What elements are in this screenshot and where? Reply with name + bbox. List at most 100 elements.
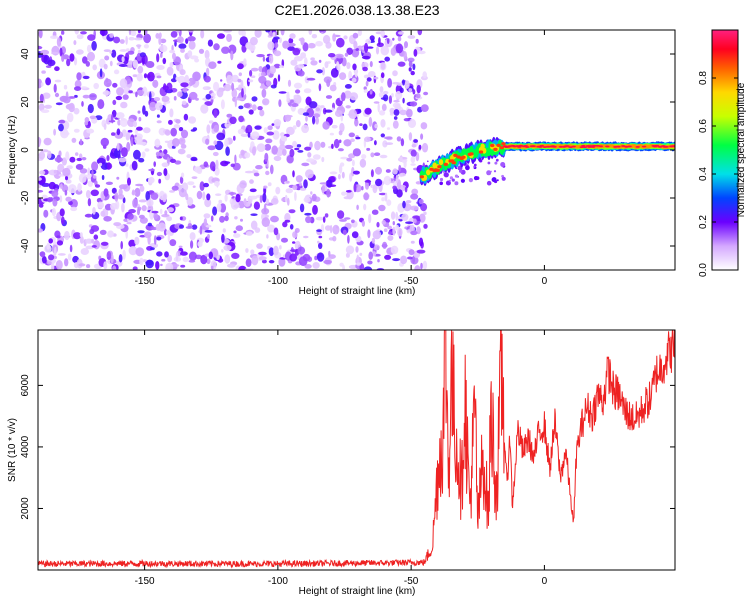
noise-blob	[233, 204, 240, 209]
noise-blob	[341, 57, 347, 67]
noise-blob	[412, 215, 420, 219]
noise-blob	[365, 181, 369, 190]
noise-blob	[382, 241, 388, 249]
noise-blob	[179, 176, 184, 184]
noise-blob	[218, 199, 223, 204]
noise-blob	[408, 60, 413, 68]
noise-blob	[405, 221, 414, 224]
noise-blob	[137, 230, 145, 234]
noise-blob	[244, 170, 254, 174]
noise-blob	[361, 220, 365, 227]
noise-blob	[297, 246, 306, 255]
signal-blob	[461, 155, 466, 159]
noise-blob	[383, 175, 392, 186]
noise-blob	[159, 152, 165, 157]
noise-blob	[109, 33, 114, 38]
noise-blob	[111, 187, 117, 194]
noise-blob	[262, 98, 270, 106]
noise-blob	[341, 191, 347, 196]
signal-blob	[429, 167, 434, 171]
noise-blob	[41, 256, 47, 264]
snr-xlabel: Height of straight line (km)	[299, 586, 416, 597]
noise-blob	[319, 182, 329, 185]
noise-blob	[156, 251, 163, 257]
noise-blob	[155, 261, 160, 270]
noise-blob	[282, 148, 287, 156]
noise-blob	[258, 251, 267, 256]
noise-blob	[205, 67, 210, 77]
noise-blob	[149, 101, 157, 112]
noise-blob	[147, 71, 155, 82]
noise-blob	[67, 253, 72, 261]
noise-blob	[367, 229, 371, 239]
noise-blob	[395, 224, 399, 231]
signal-blob	[478, 150, 484, 154]
x-tick-label: -50	[404, 276, 419, 287]
noise-blob	[304, 146, 312, 151]
noise-blob	[343, 35, 348, 40]
noise-blob	[287, 197, 290, 206]
noise-blob	[392, 221, 395, 226]
noise-blob	[63, 258, 69, 267]
noise-blob	[299, 203, 305, 213]
noise-blob	[120, 101, 128, 109]
noise-blob	[235, 225, 243, 232]
noise-blob	[150, 192, 159, 200]
noise-blob	[115, 95, 123, 101]
noise-blob	[85, 190, 91, 199]
noise-blob	[243, 58, 247, 65]
noise-blob	[381, 197, 385, 202]
noise-blob	[71, 137, 77, 143]
noise-blob	[135, 91, 138, 98]
noise-blob	[415, 38, 419, 44]
noise-blob	[62, 96, 71, 104]
noise-blob	[294, 147, 300, 151]
noise-blob	[134, 236, 140, 246]
noise-blob	[167, 207, 174, 213]
noise-blob	[339, 72, 347, 80]
noise-blob	[408, 249, 415, 256]
noise-blob	[151, 210, 159, 214]
noise-blob	[238, 265, 247, 270]
noise-blob	[226, 113, 233, 118]
noise-blob	[188, 251, 197, 261]
noise-blob	[208, 120, 214, 124]
noise-blob	[107, 230, 114, 238]
noise-blob	[335, 53, 344, 59]
heatmap-signal-region	[419, 136, 675, 186]
noise-blob	[59, 208, 65, 217]
signal-blob	[531, 145, 536, 148]
noise-blob	[263, 203, 267, 213]
noise-blob	[350, 138, 355, 142]
noise-blob	[135, 183, 144, 187]
noise-blob	[80, 248, 90, 255]
noise-blob	[192, 127, 198, 131]
signal-halo	[486, 180, 492, 186]
noise-blob	[410, 193, 419, 200]
noise-blob	[420, 122, 428, 130]
noise-blob	[60, 128, 69, 139]
noise-blob	[380, 62, 386, 70]
noise-blob	[125, 163, 129, 167]
noise-blob	[120, 241, 123, 250]
noise-blob	[99, 30, 108, 36]
noise-blob	[375, 178, 383, 187]
noise-blob	[384, 56, 391, 62]
noise-blob	[303, 235, 309, 239]
noise-blob	[331, 124, 338, 129]
noise-blob	[318, 242, 323, 249]
noise-blob	[127, 129, 133, 133]
noise-blob	[390, 211, 396, 220]
noise-blob	[134, 187, 141, 197]
noise-blob	[373, 101, 380, 104]
noise-blob	[373, 244, 380, 251]
noise-blob	[189, 55, 199, 60]
noise-blob	[251, 255, 259, 266]
noise-blob	[362, 66, 368, 72]
noise-blob	[405, 200, 412, 204]
noise-blob	[339, 162, 345, 167]
noise-blob	[85, 245, 94, 250]
noise-blob	[351, 159, 355, 167]
noise-blob	[113, 69, 120, 75]
noise-blob	[306, 158, 315, 163]
